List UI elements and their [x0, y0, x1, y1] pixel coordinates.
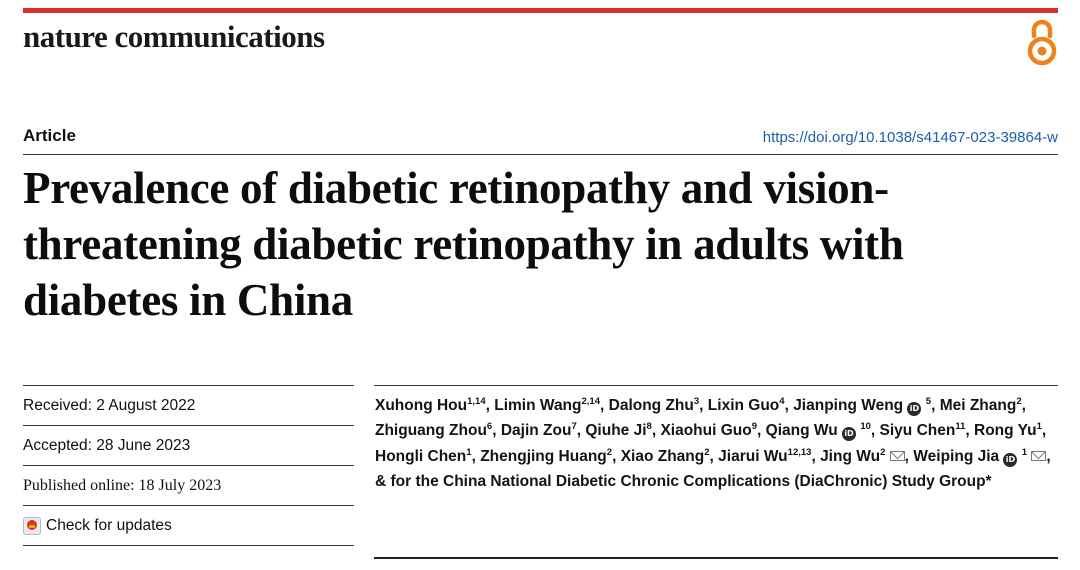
doi-link[interactable]: https://doi.org/10.1038/s41467-023-39864… [762, 129, 1058, 146]
received-date: Received: 2 August 2022 [23, 385, 354, 425]
study-group-credit: & for the China National Diabetic Chroni… [375, 472, 992, 490]
author-item: Rong Yu1, [974, 421, 1047, 440]
author-item: Xiao Zhang2, [620, 446, 719, 465]
author-item: Qiang Wu iD 10, [765, 421, 880, 442]
author-affiliation: 1,14 [467, 396, 486, 407]
published-date: Published online: 18 July 2023 [23, 465, 354, 505]
check-updates-row: Check for updates [23, 505, 354, 546]
author-name[interactable]: Siyu Chen [879, 422, 956, 440]
author-name[interactable]: Xuhong Hou [375, 397, 468, 414]
author-affiliation: 5 [925, 396, 932, 407]
author-name[interactable]: Dalong Zhu [608, 397, 694, 414]
author-item: Siyu Chen11, [879, 421, 974, 440]
author-affiliation: 3 [693, 396, 700, 407]
check-updates-label: Check for updates [46, 517, 172, 534]
author-affiliation: 8 [646, 421, 652, 433]
author-name[interactable]: Xiao Zhang [620, 447, 705, 465]
accepted-date: Accepted: 28 June 2023 [23, 425, 354, 465]
author-name[interactable]: Hongli Chen [375, 447, 467, 465]
author-name[interactable]: Rong Yu [974, 422, 1037, 440]
check-updates-button[interactable]: Check for updates [23, 506, 172, 545]
article-title: Prevalence of diabetic retinopathy and v… [23, 163, 904, 325]
author-item: Limin Wang2,14, [494, 396, 609, 414]
author-affiliation: 2 [606, 446, 613, 458]
author-name[interactable]: Dajin Zou [500, 422, 572, 440]
author-name[interactable]: Zhengjing Huang [480, 447, 607, 465]
author-affiliation: 1 [1021, 446, 1028, 458]
mail-icon[interactable] [1031, 450, 1047, 461]
author-name[interactable]: Mei Zhang [939, 397, 1017, 414]
author-name[interactable]: Qiuhe Ji [585, 422, 647, 440]
author-affiliation: 6 [486, 421, 493, 433]
author-item: Weiping Jia iD 1 , [913, 446, 1051, 467]
orcid-icon[interactable]: iD [842, 427, 857, 442]
author-item: Zhengjing Huang2, [480, 446, 621, 465]
author-item: Mei Zhang2, [939, 396, 1026, 414]
author-affiliation: 2,14 [581, 396, 601, 407]
author-affiliation: 1 [1036, 421, 1042, 433]
open-access-icon [1027, 19, 1057, 66]
author-list: Xuhong Hou1,14, Limin Wang2,14, Dalong Z… [375, 393, 1065, 494]
author-affiliation: 4 [779, 396, 785, 407]
author-item: Qiuhe Ji8, [585, 421, 661, 440]
author-item: Hongli Chen1, [375, 446, 481, 465]
author-name[interactable]: Lixin Guo [707, 397, 780, 414]
article-history: Received: 2 August 2022 Accepted: 28 Jun… [23, 385, 354, 546]
author-affiliation: 1 [466, 446, 472, 458]
author-affiliation: 7 [571, 421, 577, 433]
author-affiliation: 10 [860, 421, 871, 433]
mail-icon[interactable] [889, 450, 905, 461]
author-name[interactable]: Qiang Wu [765, 422, 838, 440]
author-item: Lixin Guo4, [707, 396, 794, 414]
author-item: Jianping Weng iD 5, [793, 396, 940, 416]
author-name[interactable]: Xiaohui Guo [660, 422, 752, 440]
abstract-divider [374, 557, 1058, 559]
author-name[interactable]: Limin Wang [494, 397, 582, 414]
author-item: Dajin Zou7, [500, 421, 586, 440]
author-name[interactable]: Jing Wu [820, 447, 881, 465]
orcid-icon[interactable]: iD [907, 402, 922, 416]
author-affiliation: 9 [751, 421, 758, 433]
author-item: Dalong Zhu3, [608, 396, 708, 414]
author-item: Jiarui Wu12,13, [718, 446, 821, 465]
author-affiliation: 2 [704, 446, 710, 458]
journal-header-bar [23, 8, 1058, 13]
author-item: Xiaohui Guo9, [660, 421, 766, 440]
author-affiliation: 11 [955, 421, 966, 433]
author-name[interactable]: Jianping Weng [793, 397, 904, 414]
orcid-icon[interactable]: iD [1003, 452, 1018, 467]
journal-name: nature communications [23, 19, 325, 54]
author-name[interactable]: Jiarui Wu [718, 447, 788, 465]
header-divider [23, 154, 1058, 155]
author-affiliation: 2 [880, 446, 886, 458]
author-name[interactable]: Weiping Jia [913, 447, 1000, 465]
author-name[interactable]: Zhiguang Zhou [375, 422, 487, 440]
check-updates-icon [23, 516, 41, 535]
author-affiliation: 2 [1016, 396, 1022, 407]
author-affiliation: 12,13 [787, 446, 812, 458]
authors-divider [374, 385, 1058, 386]
article-type: Article [23, 126, 76, 145]
author-item: Zhiguang Zhou6, [375, 421, 501, 440]
author-item: Xuhong Hou1,14, [375, 396, 495, 414]
author-item: Jing Wu2 , [820, 446, 914, 465]
